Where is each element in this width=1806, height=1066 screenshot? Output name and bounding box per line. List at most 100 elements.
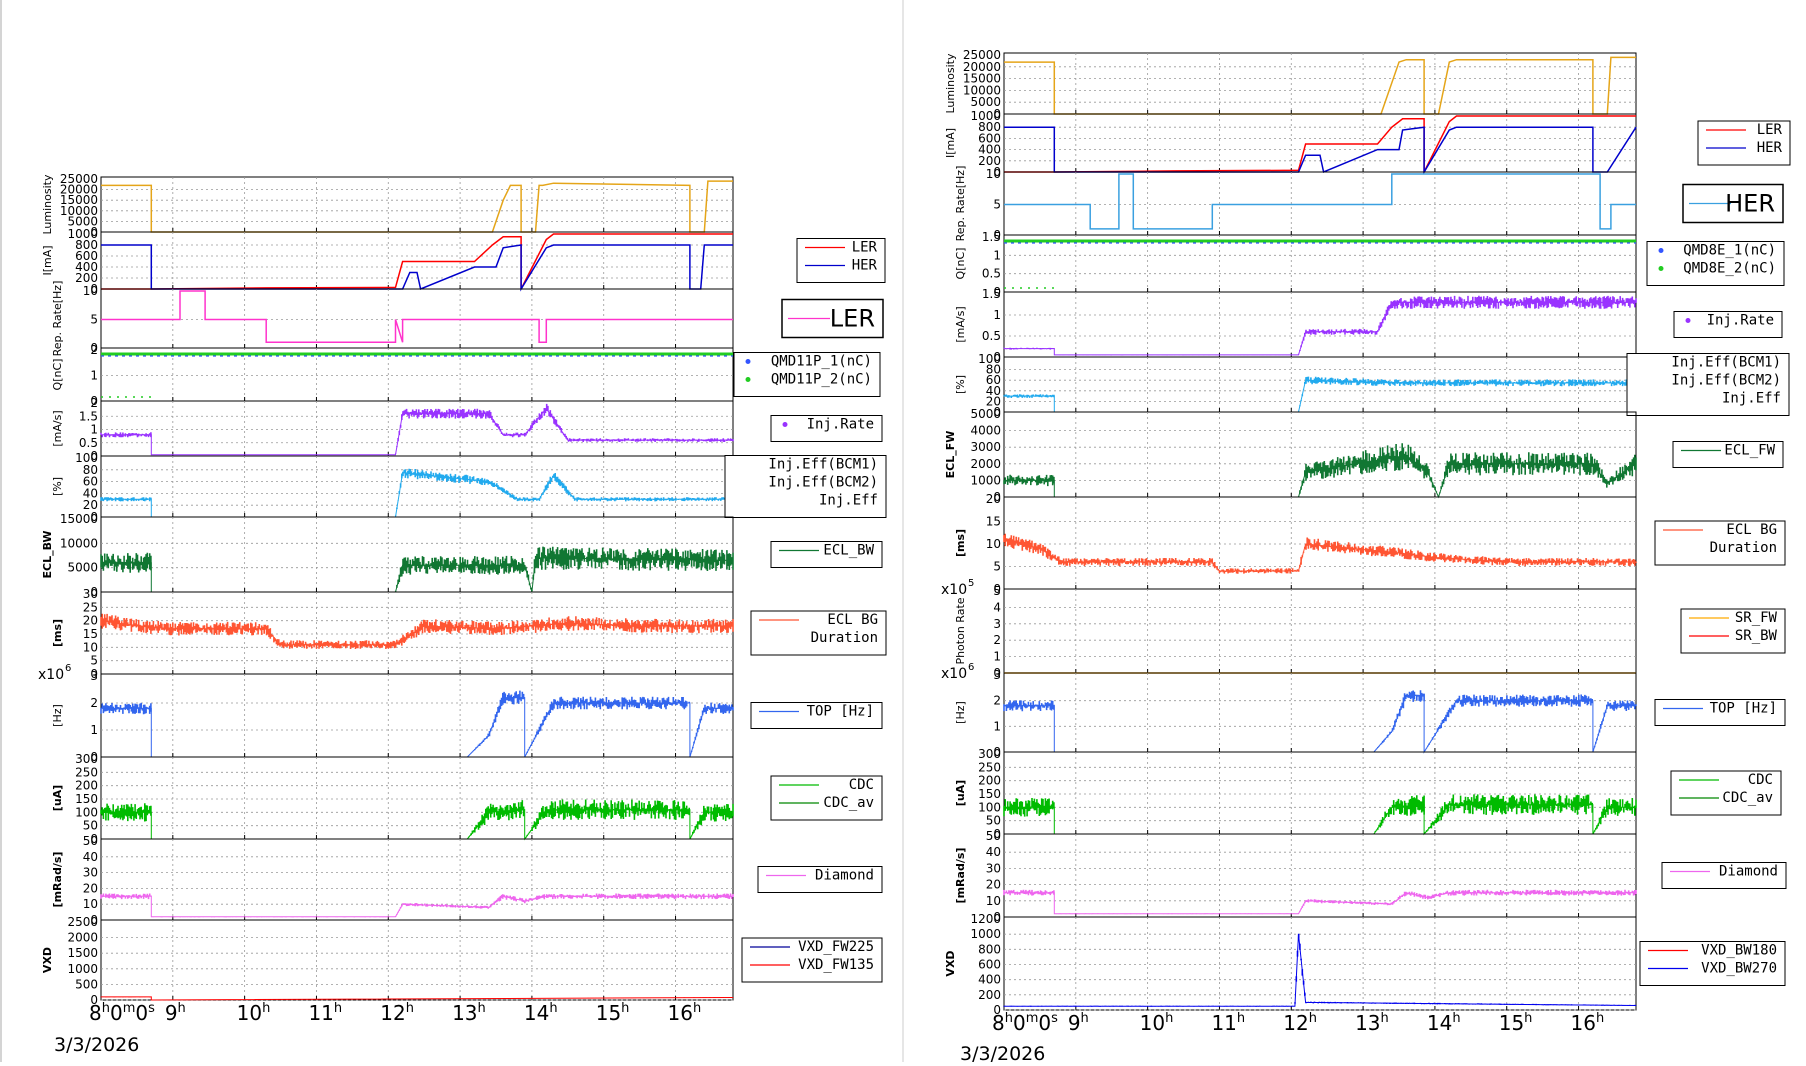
- legend-label: Duration: [1710, 540, 1777, 556]
- legend-label: Inj.Rate: [1707, 313, 1774, 329]
- right-panel-eff: 100806040200[%]Inj.Eff(BCM1)Inj.Eff(BCM2…: [954, 352, 1790, 419]
- y-tick-label: 1.5: [79, 409, 98, 423]
- y-tick-label: 50: [83, 819, 98, 833]
- y-tick-label: 30: [83, 587, 98, 601]
- y-tick-label: 25000: [60, 172, 98, 186]
- y-tick-label: 600: [978, 131, 1001, 145]
- y-tick-label: 50: [986, 829, 1001, 843]
- y-axis-label: [%]: [954, 375, 967, 394]
- x-tick-unit: h: [1524, 1011, 1532, 1026]
- y-axis-label: [uA]: [954, 780, 967, 806]
- legend-label: Diamond: [1719, 864, 1778, 880]
- y-tick-label: 2: [993, 694, 1001, 708]
- y-tick-label: 1: [90, 723, 98, 737]
- legend-marker: [782, 422, 788, 427]
- x-tick-part: m: [123, 1001, 136, 1016]
- y-tick-label: 1: [993, 248, 1001, 262]
- legend-box: [1654, 699, 1786, 726]
- x-tick-label: 14h: [524, 1001, 558, 1025]
- y-tick-label: 0: [993, 107, 1001, 121]
- left-panel-charge: 2 1 0 Q[nC] QMD11P_1(nC) QMD11P_2(nC): [51, 343, 881, 408]
- x-tick-number: 14: [1427, 1011, 1452, 1035]
- x-tick-number: 9: [1068, 1011, 1081, 1035]
- y-tick-label: 400: [978, 973, 1001, 987]
- series-line-ler-rep-rate: [101, 290, 733, 344]
- y-axis-label: I[mA]: [41, 245, 54, 275]
- y-tick-label: 150: [978, 787, 1001, 801]
- y-tick-label: 1000: [67, 227, 98, 241]
- legend-label: QMD11P_1(nC): [771, 354, 872, 370]
- y-tick-label: 250: [75, 765, 98, 779]
- y-tick-label: 2: [90, 696, 98, 710]
- legend-box: [724, 455, 887, 518]
- series-line-her-rep-rate: [1004, 173, 1636, 230]
- y-tick-label: 1200: [970, 912, 1001, 926]
- y-tick-label: 0: [90, 394, 98, 408]
- y-tick-label: 2000: [67, 931, 98, 945]
- y-tick-label: 250: [978, 760, 1001, 774]
- y-tick-label: 10: [83, 897, 98, 911]
- y-axis-label: [mRad/s]: [954, 848, 967, 904]
- legend-box: [1673, 311, 1783, 338]
- legend-label: VXD_BW270: [1701, 961, 1777, 977]
- legend-label: HER: [852, 258, 878, 274]
- legend-label: QMD8E_2(nC): [1683, 261, 1776, 277]
- y-tick-label: 0: [993, 666, 1001, 680]
- legend-box: [1661, 862, 1787, 889]
- y-tick-label: 0: [993, 1003, 1001, 1017]
- y-tick-label: 1000: [970, 473, 1001, 487]
- y-tick-label: 150: [75, 792, 98, 806]
- series-line-vxd-bw270: [1004, 934, 1637, 1007]
- y-axis-label: [mA/s]: [954, 306, 967, 342]
- y-tick-label: 40: [83, 850, 98, 864]
- series-line-ecl-bg-duration: [1003, 539, 1636, 572]
- x-tick-part: 8: [992, 1011, 1005, 1035]
- y-axis-label: ECL_BW: [41, 530, 54, 578]
- y-axis-label: [mRad/s]: [51, 852, 64, 908]
- y-tick-label: 1000: [970, 927, 1001, 941]
- y-tick-label: 1500: [67, 946, 98, 960]
- y-tick-label: 1000: [970, 109, 1001, 123]
- x-tick-number: 12: [380, 1001, 405, 1025]
- x-tick-number: 11: [1211, 1011, 1236, 1035]
- x-tick-number: 9: [165, 1001, 178, 1025]
- x-tick-unit: h: [406, 1001, 414, 1016]
- x-tick-part: 8: [89, 1001, 102, 1025]
- y-tick-label: 10: [986, 894, 1001, 908]
- y-tick-label: 600: [75, 249, 98, 263]
- legend-box: [741, 937, 883, 983]
- x-tick-number: 15: [1499, 1011, 1524, 1035]
- x-tick-label: 13h: [1355, 1011, 1389, 1035]
- legend-marker: [1658, 248, 1664, 253]
- y-tick-label: 5: [993, 584, 1001, 598]
- y-tick-label: 20000: [60, 183, 98, 197]
- series-line-vxd-fw135: [101, 996, 734, 1001]
- legend-marker: [1685, 318, 1691, 323]
- legend-label: LER: [852, 240, 878, 256]
- y-tick-label: 10000: [60, 536, 98, 550]
- x-tick-unit: h: [1452, 1011, 1460, 1026]
- y-tick-label: 50: [83, 834, 98, 848]
- series-line-ler: [1004, 115, 1636, 173]
- y-tick-label: 20: [83, 614, 98, 628]
- y-tick-label: 1: [90, 369, 98, 383]
- x-tick-part: 0: [1038, 1011, 1051, 1035]
- legend-marker: [745, 377, 751, 382]
- x-tick-number: 14: [524, 1001, 549, 1025]
- y-tick-label: 100: [978, 352, 1001, 366]
- y-tick-label: 0: [993, 910, 1001, 924]
- exponent-label: x10: [941, 582, 967, 598]
- x-tick-number: 16: [1571, 1011, 1596, 1035]
- y-tick-label: 4000: [970, 424, 1001, 438]
- x-tick-label: 16h: [668, 1001, 702, 1025]
- left-panel-eff: 100806040200[%]Inj.Eff(BCM1)Inj.Eff(BCM2…: [51, 451, 887, 524]
- y-axis-label: [%]: [51, 477, 64, 496]
- y-tick-label: 10: [83, 640, 98, 654]
- legend-label: QMD11P_2(nC): [771, 372, 872, 388]
- y-tick-label: 40: [986, 845, 1001, 859]
- y-tick-label: 0.5: [982, 329, 1001, 343]
- legend-label: QMD8E_1(nC): [1683, 243, 1776, 259]
